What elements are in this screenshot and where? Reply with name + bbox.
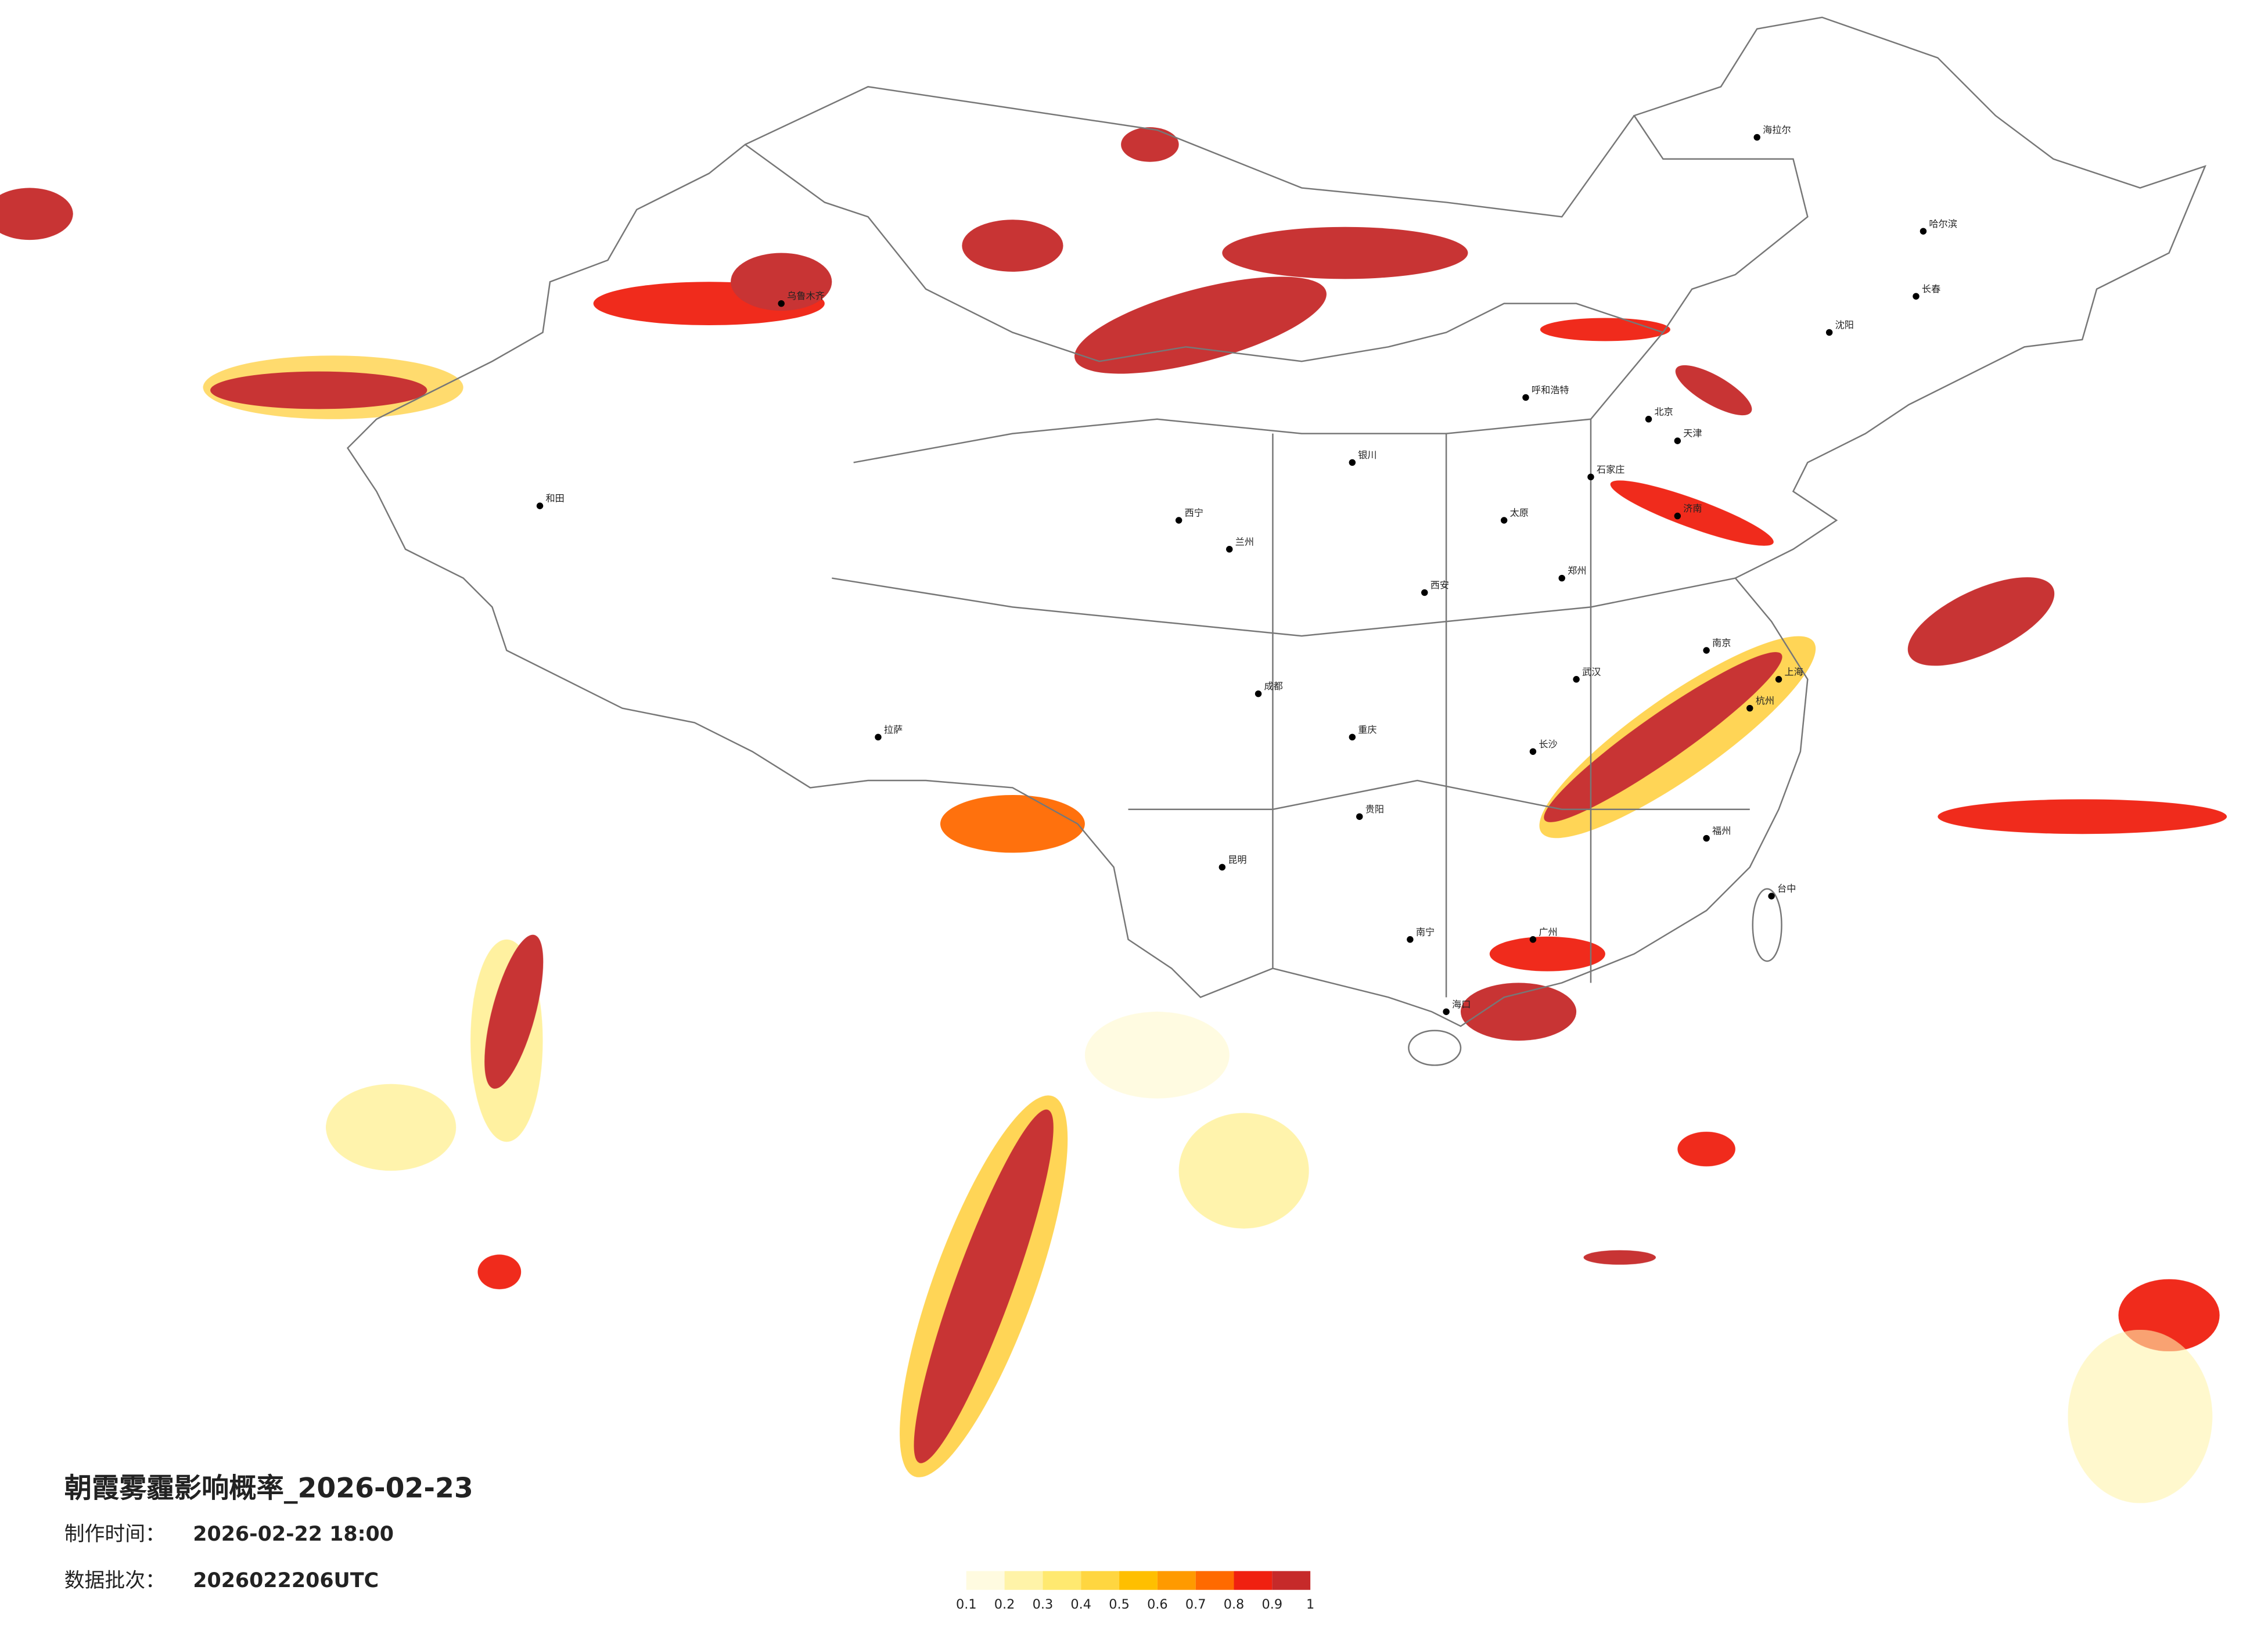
city-dot (1645, 416, 1652, 423)
made-label: 制作时间： (64, 1523, 166, 1546)
city-label: 长春 (1922, 283, 1940, 294)
city-label: 重庆 (1358, 724, 1376, 735)
city-label: 北京 (1655, 406, 1673, 417)
city-dot (1913, 293, 1920, 300)
city-label: 西安 (1430, 580, 1449, 591)
city-dot (1522, 394, 1529, 401)
city-dot (1674, 512, 1681, 520)
city-dot (1825, 329, 1833, 336)
city-label: 兰州 (1235, 536, 1254, 547)
made-time: 2026-02-22 18:00 (193, 1523, 394, 1546)
city-label: 太原 (1510, 508, 1529, 519)
city-label: 南宁 (1416, 926, 1435, 937)
legend-tick-label: 0.7 (1185, 1597, 1206, 1612)
city-dot (875, 733, 882, 741)
city-label: 长沙 (1539, 739, 1557, 750)
city-dot (1421, 589, 1428, 596)
legend-swatch (966, 1571, 1005, 1590)
city-dot (1558, 574, 1565, 582)
city-dot (1768, 893, 1775, 900)
legend-swatch (1195, 1571, 1234, 1590)
city-label: 沈阳 (1835, 319, 1854, 330)
city-dot (1703, 834, 1710, 842)
city-dot (1407, 936, 1414, 943)
city-dot (1746, 704, 1753, 712)
city-label: 南京 (1712, 638, 1731, 649)
city-label: 济南 (1683, 503, 1702, 514)
city-dot (1529, 936, 1537, 943)
city-dot (1573, 676, 1580, 683)
haze-areas (0, 127, 2227, 1503)
map-title: 朝霞雾霾影响概率_2026-02-23 (64, 1472, 473, 1504)
city-dot (1753, 134, 1760, 141)
city-label: 福州 (1712, 825, 1731, 836)
city-label: 贵阳 (1365, 804, 1384, 815)
city-dot (1349, 459, 1356, 466)
legend-tick-label: 0.9 (1262, 1597, 1283, 1612)
legend-swatch (1043, 1571, 1081, 1590)
city-label: 台中 (1777, 883, 1796, 894)
city-dot (1500, 517, 1508, 524)
city-dot (1920, 228, 1927, 235)
city-dot (1587, 473, 1594, 481)
city-dot (1356, 813, 1363, 820)
city-label: 银川 (1358, 449, 1376, 461)
city-label: 和田 (546, 493, 565, 504)
city-label: 武汉 (1582, 666, 1601, 677)
city-dot (1255, 690, 1262, 697)
legend-tick-label: 0.6 (1147, 1597, 1168, 1612)
city-label: 成都 (1264, 681, 1283, 692)
city-label: 郑州 (1568, 565, 1586, 576)
legend-swatch (1234, 1571, 1273, 1590)
boundaries (346, 16, 2206, 1066)
city-label: 杭州 (1756, 695, 1774, 706)
legend-swatch (1272, 1571, 1311, 1590)
city-dot (1703, 647, 1710, 654)
city-dot (1349, 733, 1356, 741)
city-label: 海口 (1452, 999, 1471, 1010)
legend-swatch (1119, 1571, 1158, 1590)
city-label: 乌鲁木齐 (787, 290, 825, 301)
batch-label: 数据批次： (64, 1569, 166, 1592)
city-label: 石家庄 (1597, 464, 1624, 475)
legend-tick-label: 0.8 (1224, 1597, 1245, 1612)
legend-tick-label: 0.3 (1033, 1597, 1054, 1612)
city-label: 昆明 (1228, 854, 1246, 865)
city-label: 呼和浩特 (1532, 384, 1569, 395)
color-legend: 0.1 0.2 0.3 0.4 0.5 0.6 0.7 0.8 0.9 1 (956, 1571, 1314, 1612)
legend-tick-label: 0.1 (956, 1597, 977, 1612)
city-dot (1529, 748, 1537, 755)
city-label: 上海 (1785, 666, 1803, 677)
city-dot (1219, 864, 1226, 871)
city-label: 拉萨 (884, 724, 903, 735)
city-dot (1775, 676, 1782, 683)
city-dot (1175, 517, 1182, 524)
city-dot (778, 300, 785, 307)
city-label: 西宁 (1185, 508, 1203, 519)
legend-swatch (1081, 1571, 1120, 1590)
legend-tick-label: 1 (1306, 1597, 1314, 1612)
batch: 2026022206UTC (193, 1569, 379, 1592)
legend-swatch (1004, 1571, 1043, 1590)
city-dot (1226, 546, 1233, 553)
legend-tick-label: 0.4 (1070, 1597, 1091, 1612)
legend-tick-label: 0.5 (1109, 1597, 1130, 1612)
city-label: 广州 (1539, 926, 1557, 937)
city-label: 天津 (1683, 428, 1702, 439)
city-label: 哈尔滨 (1929, 218, 1957, 229)
city-dot (1443, 1008, 1450, 1015)
legend-swatch (1157, 1571, 1196, 1590)
city-label: 海拉尔 (1763, 124, 1791, 135)
city-dot (536, 502, 544, 509)
city-dot (1674, 437, 1681, 444)
legend-tick-label: 0.2 (994, 1597, 1015, 1612)
